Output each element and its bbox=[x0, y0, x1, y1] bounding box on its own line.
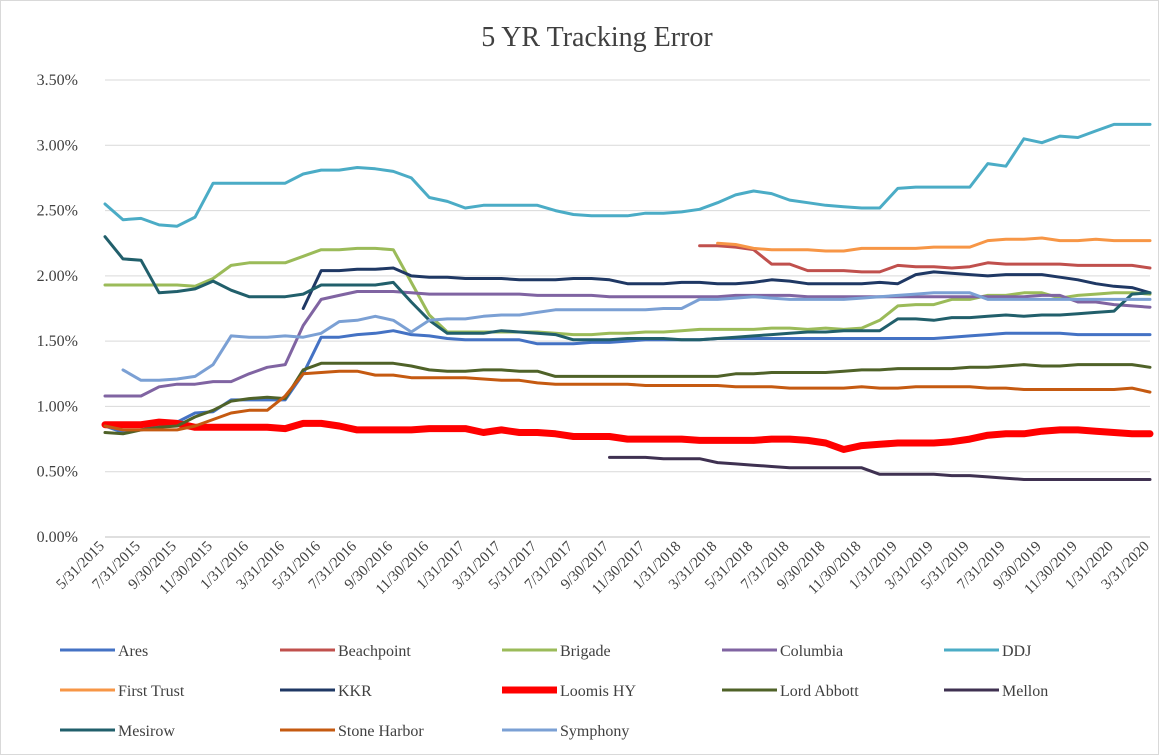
series-line bbox=[301, 266, 1152, 310]
series-line bbox=[716, 236, 1152, 253]
series-line bbox=[121, 291, 1152, 382]
legend-label: Ares bbox=[118, 643, 148, 660]
y-tick-label: 2.50% bbox=[37, 203, 78, 220]
legend-label: First Trust bbox=[118, 683, 185, 700]
legend-label: Brigade bbox=[560, 643, 611, 660]
series-line bbox=[103, 361, 1152, 436]
y-tick-label: 3.00% bbox=[37, 137, 78, 154]
series-line bbox=[103, 369, 1152, 432]
y-tick-label: 2.00% bbox=[37, 268, 78, 285]
series-line bbox=[608, 455, 1152, 481]
legend-label: Loomis HY bbox=[560, 683, 636, 700]
series-line bbox=[103, 290, 1152, 398]
legend-label: DDJ bbox=[1002, 643, 1031, 660]
series-line bbox=[101, 418, 1154, 453]
legend-label: KKR bbox=[338, 683, 372, 700]
series-line bbox=[103, 122, 1152, 228]
series-line bbox=[103, 235, 1152, 342]
legend-label: Lord Abbott bbox=[780, 683, 859, 700]
y-tick-label: 0.00% bbox=[37, 529, 78, 546]
y-tick-label: 0.50% bbox=[37, 464, 78, 481]
chart-title: 5 YR Tracking Error bbox=[481, 22, 713, 53]
legend-label: Symphony bbox=[560, 723, 629, 740]
y-tick-label: 1.00% bbox=[37, 398, 78, 415]
legend-label: Mesirow bbox=[118, 723, 175, 740]
legend-label: Mellon bbox=[1002, 683, 1048, 700]
legend-label: Stone Harbor bbox=[338, 723, 424, 740]
y-tick-label: 1.50% bbox=[37, 333, 78, 350]
series-line bbox=[698, 244, 1152, 274]
legend-label: Columbia bbox=[780, 643, 843, 660]
legend-label: Beachpoint bbox=[338, 643, 411, 660]
y-tick-label: 3.50% bbox=[37, 72, 78, 89]
